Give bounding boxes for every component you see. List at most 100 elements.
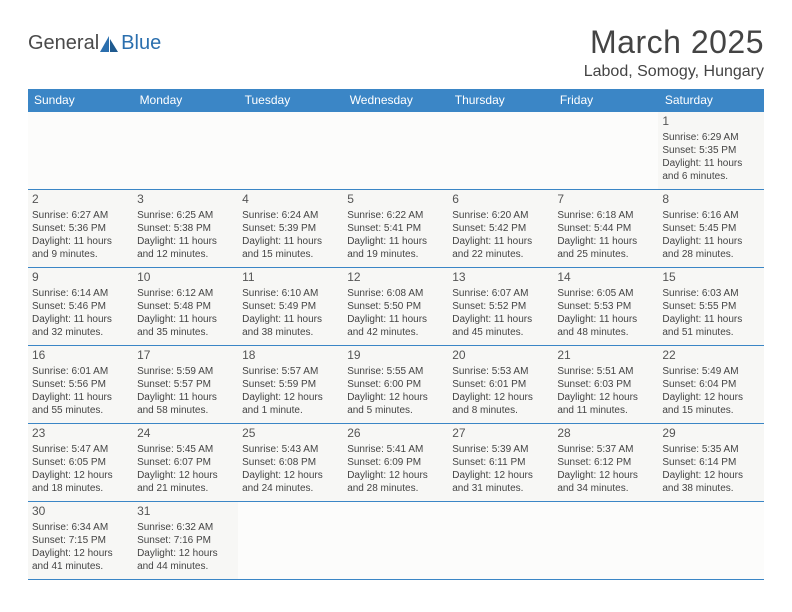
sunrise-text: Sunrise: 5:53 AM bbox=[452, 365, 549, 378]
sunrise-text: Sunrise: 5:43 AM bbox=[242, 443, 339, 456]
location-text: Labod, Somogy, Hungary bbox=[584, 63, 764, 81]
day-info: Sunrise: 5:49 AMSunset: 6:04 PMDaylight:… bbox=[662, 365, 759, 417]
day-info: Sunrise: 5:53 AMSunset: 6:01 PMDaylight:… bbox=[452, 365, 549, 417]
sunrise-text: Sunrise: 6:34 AM bbox=[32, 521, 129, 534]
day-number: 26 bbox=[347, 426, 444, 442]
daylight-text: Daylight: 12 hours and 28 minutes. bbox=[347, 469, 444, 495]
day-info: Sunrise: 5:37 AMSunset: 6:12 PMDaylight:… bbox=[557, 443, 654, 495]
day-number: 28 bbox=[557, 426, 654, 442]
sunset-text: Sunset: 5:59 PM bbox=[242, 378, 339, 391]
day-number: 19 bbox=[347, 348, 444, 364]
sunset-text: Sunset: 5:56 PM bbox=[32, 378, 129, 391]
sunrise-text: Sunrise: 5:37 AM bbox=[557, 443, 654, 456]
day-info: Sunrise: 6:34 AMSunset: 7:15 PMDaylight:… bbox=[32, 521, 129, 573]
daylight-text: Daylight: 11 hours and 15 minutes. bbox=[242, 235, 339, 261]
weekday-saturday: Saturday bbox=[658, 89, 763, 112]
calendar-cell bbox=[448, 502, 553, 580]
sunrise-text: Sunrise: 6:32 AM bbox=[137, 521, 234, 534]
calendar-row: 23Sunrise: 5:47 AMSunset: 6:05 PMDayligh… bbox=[28, 424, 764, 502]
calendar-cell: 13Sunrise: 6:07 AMSunset: 5:52 PMDayligh… bbox=[448, 268, 553, 346]
day-info: Sunrise: 6:05 AMSunset: 5:53 PMDaylight:… bbox=[557, 287, 654, 339]
day-info: Sunrise: 6:16 AMSunset: 5:45 PMDaylight:… bbox=[662, 209, 759, 261]
daylight-text: Daylight: 12 hours and 1 minute. bbox=[242, 391, 339, 417]
calendar-cell: 28Sunrise: 5:37 AMSunset: 6:12 PMDayligh… bbox=[553, 424, 658, 502]
sunset-text: Sunset: 5:38 PM bbox=[137, 222, 234, 235]
calendar-cell bbox=[133, 112, 238, 190]
day-number: 27 bbox=[452, 426, 549, 442]
calendar-cell: 12Sunrise: 6:08 AMSunset: 5:50 PMDayligh… bbox=[343, 268, 448, 346]
sunset-text: Sunset: 5:42 PM bbox=[452, 222, 549, 235]
day-number: 6 bbox=[452, 192, 549, 208]
day-info: Sunrise: 5:47 AMSunset: 6:05 PMDaylight:… bbox=[32, 443, 129, 495]
sunset-text: Sunset: 5:36 PM bbox=[32, 222, 129, 235]
weekday-sunday: Sunday bbox=[28, 89, 133, 112]
day-info: Sunrise: 5:43 AMSunset: 6:08 PMDaylight:… bbox=[242, 443, 339, 495]
daylight-text: Daylight: 11 hours and 19 minutes. bbox=[347, 235, 444, 261]
calendar-cell bbox=[28, 112, 133, 190]
day-info: Sunrise: 6:08 AMSunset: 5:50 PMDaylight:… bbox=[347, 287, 444, 339]
sunrise-text: Sunrise: 6:24 AM bbox=[242, 209, 339, 222]
sunrise-text: Sunrise: 6:22 AM bbox=[347, 209, 444, 222]
weekday-header-row: Sunday Monday Tuesday Wednesday Thursday… bbox=[28, 89, 764, 112]
day-number: 5 bbox=[347, 192, 444, 208]
sunrise-text: Sunrise: 6:16 AM bbox=[662, 209, 759, 222]
sunset-text: Sunset: 6:07 PM bbox=[137, 456, 234, 469]
calendar-cell bbox=[238, 112, 343, 190]
sunrise-text: Sunrise: 5:51 AM bbox=[557, 365, 654, 378]
day-number: 15 bbox=[662, 270, 759, 286]
logo-sail-icon bbox=[99, 35, 119, 53]
calendar-row: 9Sunrise: 6:14 AMSunset: 5:46 PMDaylight… bbox=[28, 268, 764, 346]
day-number: 16 bbox=[32, 348, 129, 364]
logo: General Blue bbox=[28, 32, 161, 55]
sunset-text: Sunset: 5:41 PM bbox=[347, 222, 444, 235]
sunrise-text: Sunrise: 6:03 AM bbox=[662, 287, 759, 300]
calendar-cell bbox=[553, 502, 658, 580]
sunrise-text: Sunrise: 5:39 AM bbox=[452, 443, 549, 456]
sunset-text: Sunset: 6:08 PM bbox=[242, 456, 339, 469]
daylight-text: Daylight: 11 hours and 12 minutes. bbox=[137, 235, 234, 261]
day-number: 10 bbox=[137, 270, 234, 286]
logo-text-blue: Blue bbox=[121, 32, 161, 55]
calendar-cell: 8Sunrise: 6:16 AMSunset: 5:45 PMDaylight… bbox=[658, 190, 763, 268]
daylight-text: Daylight: 11 hours and 38 minutes. bbox=[242, 313, 339, 339]
calendar-cell: 23Sunrise: 5:47 AMSunset: 6:05 PMDayligh… bbox=[28, 424, 133, 502]
daylight-text: Daylight: 11 hours and 42 minutes. bbox=[347, 313, 444, 339]
calendar-table: Sunday Monday Tuesday Wednesday Thursday… bbox=[28, 89, 764, 580]
sunrise-text: Sunrise: 6:08 AM bbox=[347, 287, 444, 300]
daylight-text: Daylight: 11 hours and 51 minutes. bbox=[662, 313, 759, 339]
calendar-row: 16Sunrise: 6:01 AMSunset: 5:56 PMDayligh… bbox=[28, 346, 764, 424]
day-number: 11 bbox=[242, 270, 339, 286]
day-number: 2 bbox=[32, 192, 129, 208]
calendar-cell: 27Sunrise: 5:39 AMSunset: 6:11 PMDayligh… bbox=[448, 424, 553, 502]
daylight-text: Daylight: 12 hours and 24 minutes. bbox=[242, 469, 339, 495]
day-number: 12 bbox=[347, 270, 444, 286]
day-number: 23 bbox=[32, 426, 129, 442]
sunset-text: Sunset: 5:55 PM bbox=[662, 300, 759, 313]
calendar-cell: 21Sunrise: 5:51 AMSunset: 6:03 PMDayligh… bbox=[553, 346, 658, 424]
day-info: Sunrise: 5:45 AMSunset: 6:07 PMDaylight:… bbox=[137, 443, 234, 495]
day-number: 4 bbox=[242, 192, 339, 208]
day-number: 31 bbox=[137, 504, 234, 520]
sunset-text: Sunset: 5:52 PM bbox=[452, 300, 549, 313]
daylight-text: Daylight: 12 hours and 15 minutes. bbox=[662, 391, 759, 417]
sunrise-text: Sunrise: 6:07 AM bbox=[452, 287, 549, 300]
calendar-cell bbox=[343, 502, 448, 580]
sunset-text: Sunset: 6:09 PM bbox=[347, 456, 444, 469]
day-info: Sunrise: 5:57 AMSunset: 5:59 PMDaylight:… bbox=[242, 365, 339, 417]
day-number: 3 bbox=[137, 192, 234, 208]
sunset-text: Sunset: 5:39 PM bbox=[242, 222, 339, 235]
sunset-text: Sunset: 7:16 PM bbox=[137, 534, 234, 547]
day-info: Sunrise: 6:22 AMSunset: 5:41 PMDaylight:… bbox=[347, 209, 444, 261]
day-number: 25 bbox=[242, 426, 339, 442]
sunrise-text: Sunrise: 5:57 AM bbox=[242, 365, 339, 378]
daylight-text: Daylight: 11 hours and 32 minutes. bbox=[32, 313, 129, 339]
sunset-text: Sunset: 7:15 PM bbox=[32, 534, 129, 547]
calendar-cell: 11Sunrise: 6:10 AMSunset: 5:49 PMDayligh… bbox=[238, 268, 343, 346]
day-info: Sunrise: 6:25 AMSunset: 5:38 PMDaylight:… bbox=[137, 209, 234, 261]
sunrise-text: Sunrise: 6:14 AM bbox=[32, 287, 129, 300]
header: General Blue March 2025 Labod, Somogy, H… bbox=[28, 24, 764, 81]
daylight-text: Daylight: 11 hours and 22 minutes. bbox=[452, 235, 549, 261]
day-info: Sunrise: 6:12 AMSunset: 5:48 PMDaylight:… bbox=[137, 287, 234, 339]
daylight-text: Daylight: 11 hours and 28 minutes. bbox=[662, 235, 759, 261]
day-info: Sunrise: 6:29 AMSunset: 5:35 PMDaylight:… bbox=[662, 131, 759, 183]
